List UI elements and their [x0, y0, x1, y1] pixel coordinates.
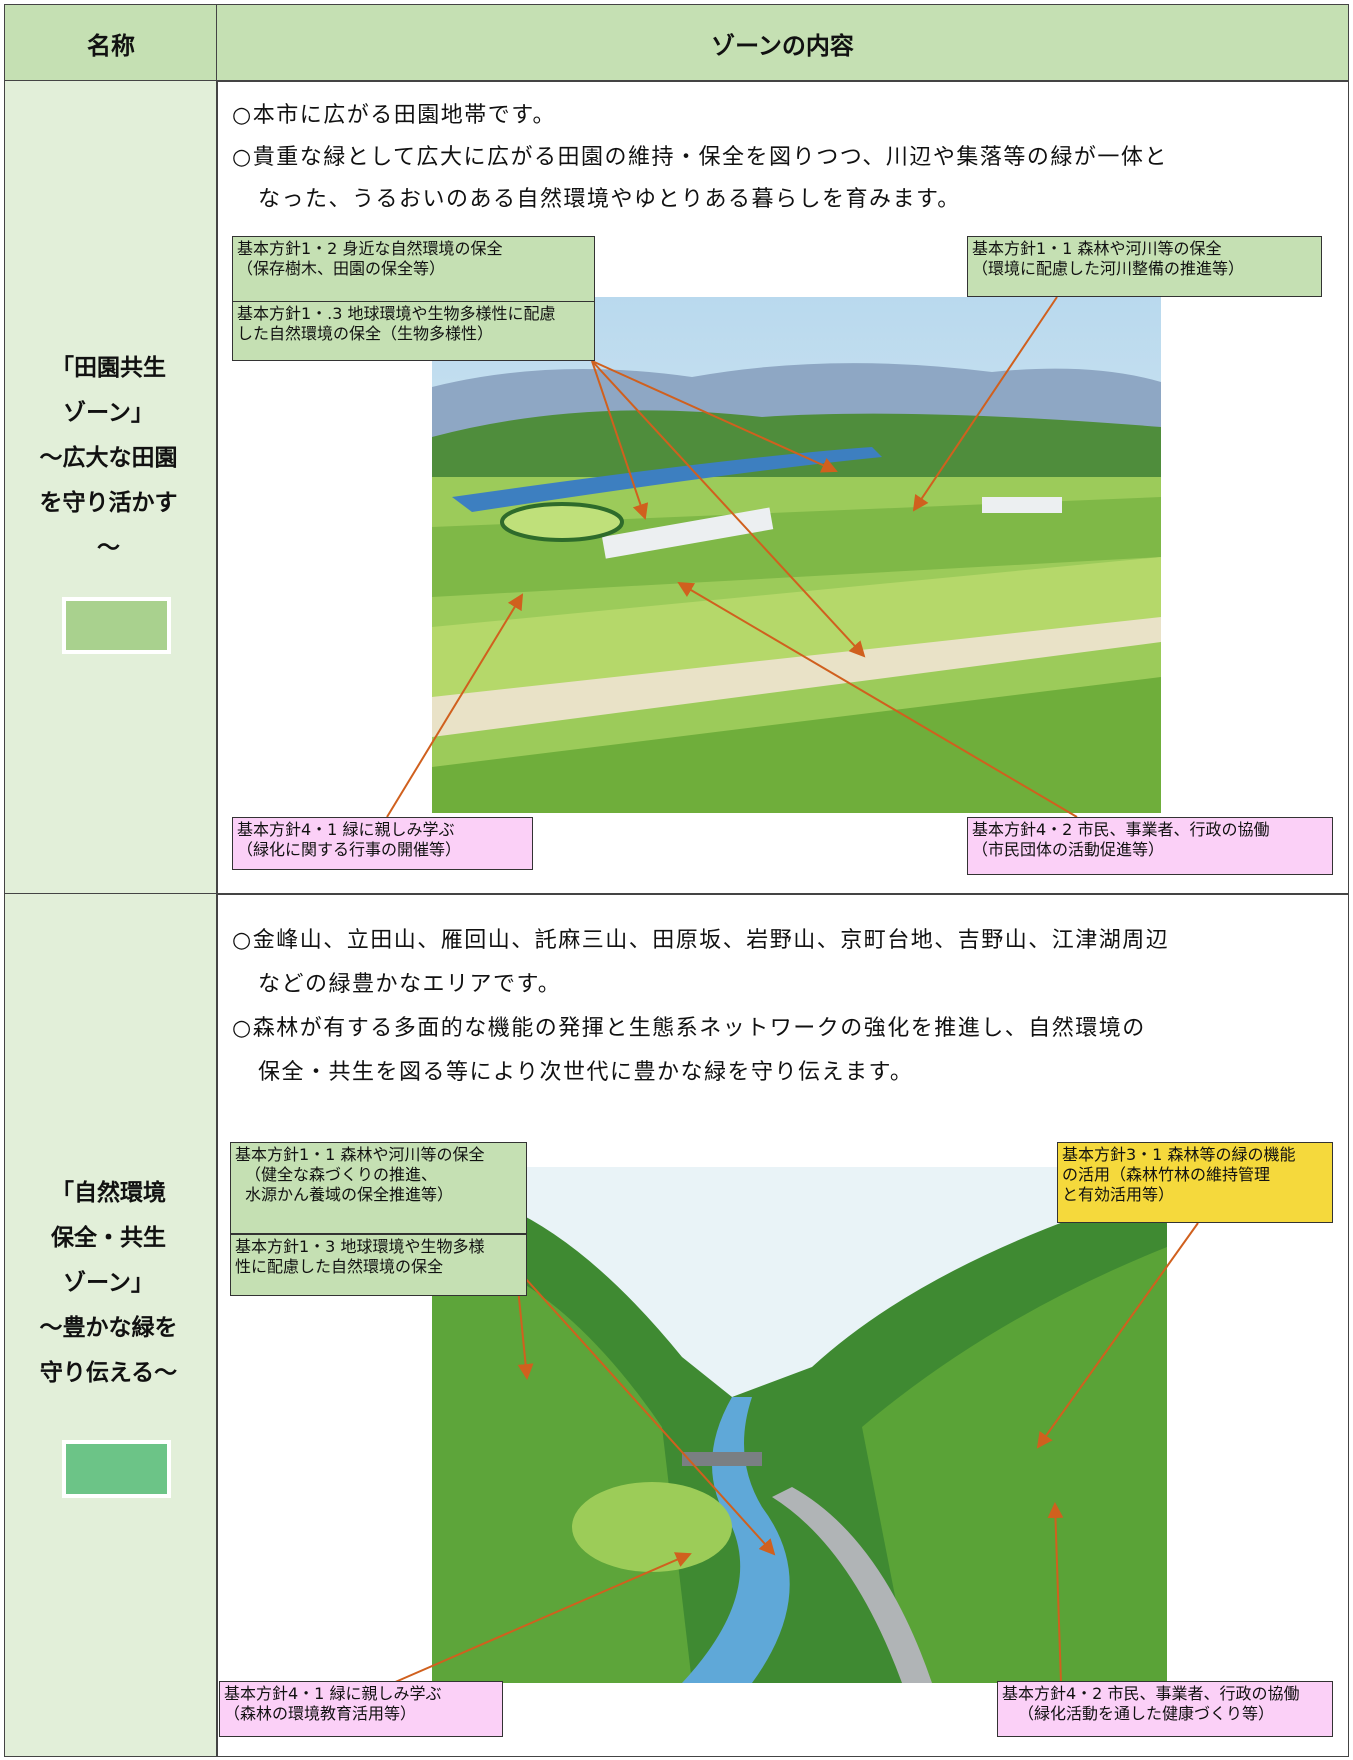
name-line: ～豊かな緑を [39, 1315, 178, 1341]
name-line: 守り伝える～ [39, 1360, 178, 1386]
callout: 基本方針4・2 市民、事業者、行政の協働 （緑化活動を通した健康づくり等） [997, 1681, 1333, 1737]
callout: 基本方針1・.3 地球環境や生物多様性に配慮 した自然環境の保全（生物多様性） [232, 301, 595, 361]
callout-line: （森林の環境教育活用等） [224, 1704, 417, 1723]
desc-line: ○本市に広がる田園地帯です。 [232, 103, 556, 128]
name-line: 保全・共生 [51, 1225, 166, 1251]
callout-line: 基本方針1・2 身近な自然環境の保全 [237, 239, 503, 258]
callout-line: 基本方針1・3 地球環境や生物多様 [235, 1237, 485, 1256]
forest-illustration [432, 1167, 1167, 1683]
callout: 基本方針4・1 緑に親しみ学ぶ （緑化に関する行事の開催等） [232, 817, 533, 870]
name-line: ～ [97, 535, 120, 561]
callout-line: 基本方針1・1 森林や河川等の保全 [235, 1145, 485, 1164]
color-swatch [62, 1440, 171, 1498]
desc-line: 保全・共生を図る等により次世代に豊かな緑を守り伝えます。 [258, 1060, 914, 1085]
callout-line: （健全な森づくりの推進、 [245, 1165, 438, 1184]
callout-line: と有効活用等） [1062, 1185, 1175, 1204]
name-line: 「自然環境 [51, 1180, 166, 1206]
callout-line: （緑化活動を通した健康づくり等） [1018, 1704, 1275, 1723]
name-cell [4, 80, 218, 895]
callout: 基本方針3・1 森林等の緑の機能 の活用（森林竹林の維持管理 と有効活用等） [1057, 1142, 1333, 1223]
header-cell: ゾーンの内容 [216, 4, 1349, 82]
callout-line: （緑化に関する行事の開催等） [237, 840, 462, 859]
name-line: 「田園共生 [51, 355, 166, 381]
header-cell: 名称 [4, 4, 218, 82]
callout-line: 基本方針3・1 森林等の緑の機能 [1062, 1145, 1296, 1164]
desc-line: などの緑豊かなエリアです。 [258, 972, 562, 997]
callout-line: （市民団体の活動促進等） [972, 840, 1165, 859]
callout-line: 水源かん養域の保全推進等） [245, 1185, 454, 1204]
header-text: 名称 [87, 31, 135, 60]
callout-line: 基本方針4・2 市民、事業者、行政の協働 [972, 820, 1270, 839]
zone-name: 「自然環境保全・共生ゾーン」 ～豊かな緑を 守り伝える～ [4, 1171, 213, 1396]
callout-line: 基本方針1・.3 地球環境や生物多様性に配慮 [237, 304, 556, 323]
name-line: ゾーン」 [63, 400, 154, 426]
callout: 基本方針1・2 身近な自然環境の保全 （保存樹木、田園の保全等） [232, 236, 595, 302]
callout-line: 基本方針1・1 森林や河川等の保全 [972, 239, 1222, 258]
callout-line: （保存樹木、田園の保全等） [237, 259, 446, 278]
callout-line: 基本方針4・2 市民、事業者、行政の協働 [1002, 1684, 1300, 1703]
desc-line: なった、うるおいのある自然環境やゆとりある暮らしを育みます。 [258, 187, 961, 212]
desc-line: ○貴重な緑として広大に広がる田園の維持・保全を図りつつ、川辺や集落等の緑が一体と [232, 145, 1168, 170]
name-line: を守り活かす [39, 490, 178, 516]
callout-line: 基本方針4・1 緑に親しみ学ぶ [224, 1684, 442, 1703]
content-cell [216, 80, 1349, 895]
desc-line: ○森林が有する多面的な機能の発揮と生態系ネットワークの強化を推進し、自然環境の [232, 1016, 1146, 1041]
callout-line: 性に配慮した自然環境の保全 [235, 1257, 444, 1276]
color-swatch [62, 597, 171, 654]
callout: 基本方針1・3 地球環境や生物多様 性に配慮した自然環境の保全 [230, 1234, 527, 1296]
name-cell [4, 893, 218, 1757]
callout: 基本方針4・1 緑に親しみ学ぶ （森林の環境教育活用等） [219, 1681, 503, 1737]
header-text: ゾーンの内容 [711, 31, 854, 60]
callout: 基本方針1・1 森林や河川等の保全 （環境に配慮した河川整備の推進等） [967, 236, 1322, 297]
callout: 基本方針4・2 市民、事業者、行政の協働 （市民団体の活動促進等） [967, 817, 1333, 875]
name-line: ゾーン」 [63, 1270, 154, 1296]
callout-line: （環境に配慮した河川整備の推進等） [972, 259, 1245, 278]
desc-line: ○金峰山、立田山、雁回山、託麻三山、田原坂、岩野山、京町台地、吉野山、江津湖周辺 [232, 928, 1170, 953]
callout: 基本方針1・1 森林や河川等の保全 （健全な森づくりの推進、 水源かん養域の保全推進… [230, 1142, 527, 1234]
description: ○本市に広がる田園地帯です。 ○貴重な緑として広大に広がる田園の維持・保全を図りつ… [232, 95, 1168, 221]
callout-line: の活用（森林竹林の維持管理 [1062, 1165, 1271, 1184]
name-line: ～広大な田園 [39, 445, 178, 471]
description: ○金峰山、立田山、雁回山、託麻三山、田原坂、岩野山、京町台地、吉野山、江津湖周辺… [232, 919, 1169, 1095]
zone-name: 「田園共生ゾーン」 ～広大な田園 を守り活かす ～ [4, 346, 213, 571]
callout-line: した自然環境の保全（生物多様性） [237, 324, 494, 343]
callout-line: 基本方針4・1 緑に親しみ学ぶ [237, 820, 455, 839]
content-cell [216, 893, 1349, 1757]
